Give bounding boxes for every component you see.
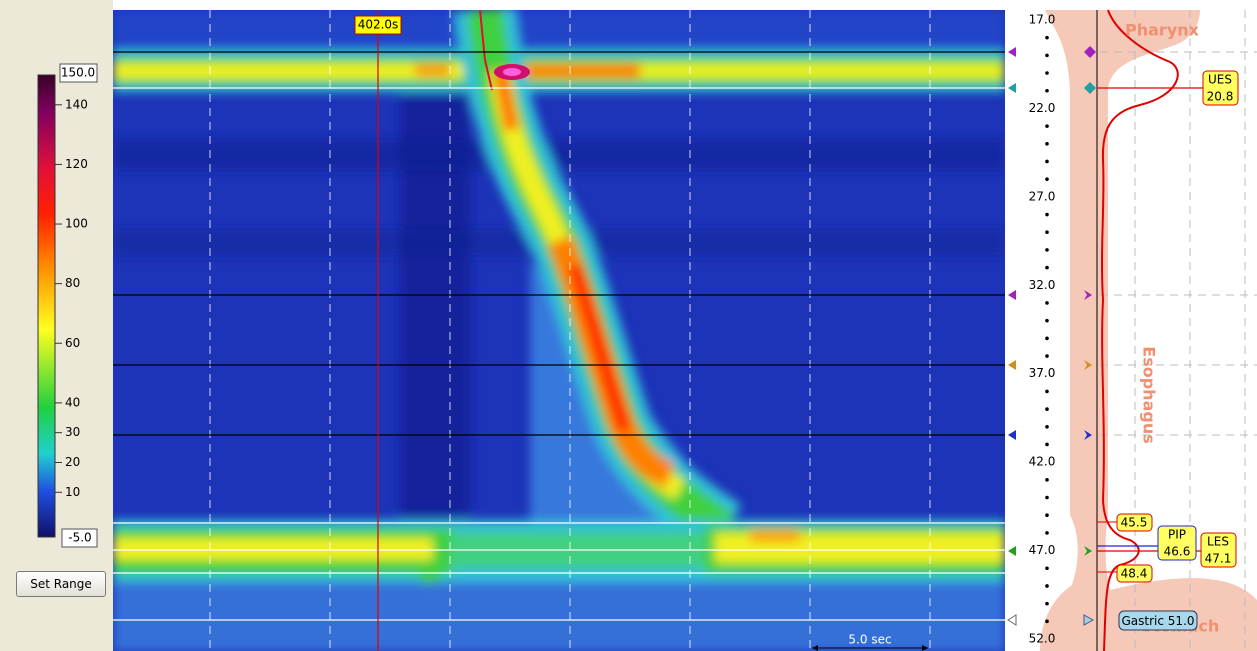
- gastric-name: Gastric: [1121, 614, 1163, 628]
- region-top: Pharynx: [1125, 21, 1200, 40]
- heatmap: [113, 10, 1005, 651]
- depth-dot: [1045, 301, 1049, 305]
- scale-tick-label: 100: [65, 217, 88, 231]
- depth-label: 47.0: [1029, 543, 1056, 557]
- depth-dot: [1045, 124, 1049, 128]
- depth-dot: [1045, 248, 1049, 252]
- depth-dot: [1045, 89, 1049, 93]
- scale-tick-label: 10: [65, 485, 80, 499]
- time-marker: 402.0s: [358, 18, 399, 32]
- upper-les-value: 45.5: [1121, 516, 1148, 530]
- scale-min: -5.0: [68, 531, 91, 545]
- depth-dot: [1045, 602, 1049, 606]
- depth-dot: [1045, 266, 1049, 270]
- depth-dot: [1045, 478, 1049, 482]
- depth-dot: [1045, 425, 1049, 429]
- les-name: LES: [1207, 535, 1229, 549]
- depth-label: 27.0: [1029, 189, 1056, 203]
- depth-label: 52.0: [1029, 632, 1056, 646]
- scale-tick-label: 80: [65, 276, 80, 290]
- depth-label: 17.0: [1029, 13, 1056, 27]
- gastric-label: Gastric 51.0: [1121, 614, 1194, 628]
- time-scale: 5.0 sec: [848, 633, 891, 647]
- depth-dot: [1045, 213, 1049, 217]
- ues-value: 20.8: [1207, 90, 1234, 104]
- depth-dot: [1045, 407, 1049, 411]
- depth-dot: [1045, 142, 1049, 146]
- depth-dot: [1045, 496, 1049, 500]
- manometry-view: 150.0 -5.0 140 120 100 80 60 40 30 20 10: [0, 0, 1257, 651]
- scale-max: 150.0: [61, 66, 95, 80]
- les-value: 47.1: [1205, 552, 1232, 566]
- color-bar: [38, 75, 55, 537]
- scale-tick-label: 140: [65, 97, 88, 111]
- depth-dot: [1045, 566, 1049, 570]
- depth-dot: [1045, 177, 1049, 181]
- depth-dot: [1045, 71, 1049, 75]
- depth-dot: [1045, 390, 1049, 394]
- side-panel: [0, 0, 113, 651]
- depth-dot: [1045, 620, 1049, 624]
- pip-name: PIP: [1168, 528, 1186, 542]
- lower-les-value: 48.4: [1121, 567, 1148, 581]
- scale-tick-label: 120: [65, 157, 88, 171]
- depth-dot: [1045, 443, 1049, 447]
- scale-tick-label: 30: [65, 425, 80, 439]
- gastric-value: 51.0: [1168, 614, 1195, 628]
- region-middle: Esophagus: [1140, 346, 1159, 443]
- depth-label: 42.0: [1029, 455, 1056, 469]
- scale-tick-label: 40: [65, 395, 80, 409]
- depth-label: 32.0: [1029, 278, 1056, 292]
- scale-tick-label: 60: [65, 336, 80, 350]
- manometry-window: 150.0 -5.0 140 120 100 80 60 40 30 20 10: [0, 0, 1257, 651]
- depth-label: 22.0: [1029, 101, 1056, 115]
- depth-label: 37.0: [1029, 366, 1056, 380]
- depth-dot: [1045, 36, 1049, 40]
- pip-value: 46.6: [1164, 545, 1191, 559]
- scale-tick-label: 20: [65, 455, 80, 469]
- depth-dot: [1045, 337, 1049, 341]
- depth-dot: [1045, 354, 1049, 358]
- depth-dot: [1045, 230, 1049, 234]
- ues-name: UES: [1208, 73, 1232, 87]
- depth-dot: [1045, 584, 1049, 588]
- depth-scale: 17.0 22.0 27.0 32.0 37.0 42.0 47.0 52.0: [1029, 13, 1056, 646]
- depth-dot: [1045, 531, 1049, 535]
- depth-dot: [1045, 54, 1049, 58]
- set-range-button[interactable]: Set Range: [16, 571, 106, 597]
- depth-dot: [1045, 160, 1049, 164]
- depth-dot: [1045, 319, 1049, 323]
- depth-dot: [1045, 513, 1049, 517]
